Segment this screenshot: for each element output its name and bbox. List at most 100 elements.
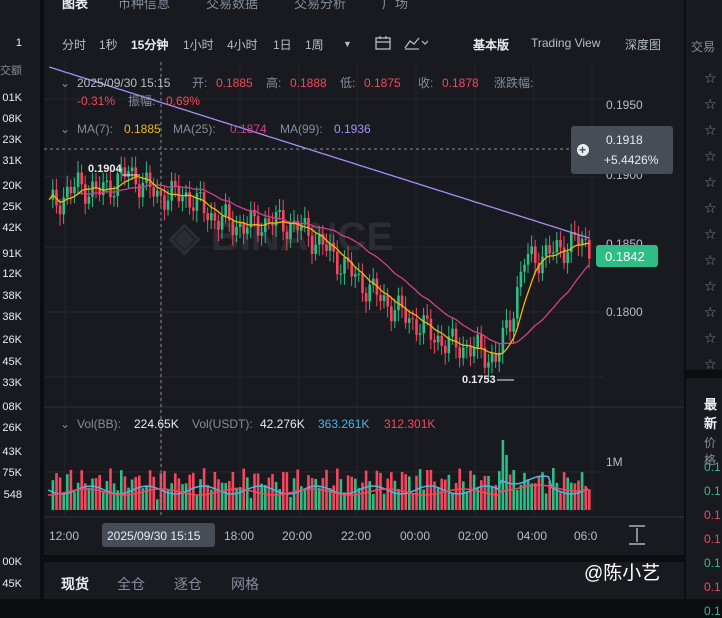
candle-body <box>138 184 141 198</box>
calendar-icon[interactable] <box>375 36 391 53</box>
candle-body <box>228 204 231 221</box>
nav-trade-data-tab[interactable]: 交易数据 <box>206 0 259 11</box>
indicator-icon[interactable] <box>404 36 429 53</box>
volume-bar <box>584 485 587 510</box>
candle-body <box>206 213 209 221</box>
nav-chart-tab[interactable]: 图表 <box>62 0 89 11</box>
tf-line[interactable]: 分时 <box>62 38 87 52</box>
nav-trade-analysis-tab[interactable]: 交易分析 <box>294 0 347 11</box>
favorite-star-icon[interactable]: ☆ <box>704 70 717 86</box>
volume-bar <box>570 482 573 510</box>
vol-bb-value: 224.65K <box>134 417 179 431</box>
favorite-star-icon[interactable]: ☆ <box>704 304 717 320</box>
volume-bar <box>264 484 267 510</box>
volume-bar <box>156 499 159 510</box>
volume-bar <box>523 472 526 510</box>
volume-bar <box>508 474 512 510</box>
candle-body <box>87 196 91 204</box>
candle-body <box>91 181 94 197</box>
candle-body <box>184 192 188 197</box>
candle-body <box>447 336 451 354</box>
favorite-star-icon[interactable]: ☆ <box>704 356 717 372</box>
ma25-label: MA(25): <box>173 122 216 136</box>
tf-15m[interactable]: 15分钟 <box>131 38 169 52</box>
volume-bar <box>382 493 386 510</box>
volume-bar <box>422 489 425 510</box>
tf-4h[interactable]: 4小时 <box>227 38 258 52</box>
volume-bar <box>573 483 577 510</box>
view-depth[interactable]: 深度图 <box>625 38 662 52</box>
candle-body <box>163 195 166 210</box>
author-watermark: @陈小艺 <box>584 563 661 584</box>
view-basic[interactable]: 基本版 <box>473 38 510 52</box>
trade-price-value: 0.1 <box>704 508 721 522</box>
volume-bar <box>577 480 580 510</box>
vol-chevron-icon[interactable]: ⌄ <box>60 417 70 431</box>
volume-bar <box>231 471 235 510</box>
favorite-star-icon[interactable]: ☆ <box>704 226 717 242</box>
candle-body <box>418 333 422 335</box>
volume-bar <box>368 481 371 510</box>
volume-bar <box>202 468 206 510</box>
change-label: 涨跌幅: <box>494 75 533 90</box>
tf-1w[interactable]: 1周 <box>305 38 324 52</box>
left-list-value: 42K <box>2 222 22 234</box>
candle-body <box>224 204 227 216</box>
favorite-star-icon[interactable]: ☆ <box>704 96 717 112</box>
tab-cross[interactable]: 全仓 <box>117 576 145 592</box>
ma-chevron-icon[interactable]: ⌄ <box>60 122 70 136</box>
left-list-value: 38K <box>2 290 22 302</box>
favorite-star-icon[interactable]: ☆ <box>704 278 717 294</box>
right-trades-panel: 交易 ☆ ☆ ☆ ☆ ☆ ☆ ☆ ☆ ☆ ☆ ☆ ☆ <box>686 0 722 372</box>
favorite-star-icon[interactable]: ☆ <box>704 122 717 138</box>
view-tradingview[interactable]: Trading View <box>531 36 601 50</box>
candle-body <box>145 172 148 183</box>
volume-bar <box>321 478 325 510</box>
nav-coin-info-tab[interactable]: 币种信息 <box>118 0 171 11</box>
candlestick-chart[interactable]: ◈ BINANCE 0.1904 0.1753 ⌄ 2025/09/30 15:… <box>44 62 684 552</box>
candle-body <box>544 245 548 257</box>
favorite-star-icon[interactable]: ☆ <box>704 174 717 190</box>
tab-isolated[interactable]: 逐仓 <box>174 576 202 592</box>
candle-body <box>195 193 199 211</box>
volume-bar <box>559 491 562 510</box>
open-label: 开: <box>192 76 207 90</box>
open-value: 0.1885 <box>216 76 253 90</box>
change-value: -0.31% <box>77 94 115 108</box>
volume-bar <box>274 481 278 510</box>
vol-usdt-label: Vol(USDT): <box>192 417 253 431</box>
left-list-value: 548 <box>3 489 22 501</box>
svg-text:0.1842: 0.1842 <box>605 249 645 264</box>
price-column-header: 价格 <box>704 436 717 467</box>
volume-bar <box>534 483 537 510</box>
candle-body <box>451 328 454 337</box>
ohlc-chevron-icon[interactable]: ⌄ <box>60 76 70 90</box>
plus-icon[interactable]: + <box>579 143 586 157</box>
fit-screen-icon[interactable] <box>629 525 645 545</box>
candle-body <box>523 264 526 272</box>
volume-bar <box>73 491 76 510</box>
favorite-star-icon[interactable]: ☆ <box>704 148 717 164</box>
tf-1s[interactable]: 1秒 <box>99 38 118 52</box>
tab-spot[interactable]: 现货 <box>61 576 89 592</box>
left-list-value: 45K <box>2 356 22 368</box>
price-tick: 0.1800 <box>606 305 643 319</box>
left-list-value: 26K <box>2 422 22 434</box>
volume-bar <box>159 473 163 510</box>
left-list-value: 91K <box>2 248 22 260</box>
tf-1d[interactable]: 1日 <box>273 38 292 52</box>
tf-more-chevron-down-icon[interactable]: ▼ <box>343 39 352 49</box>
nav-square-tab[interactable]: 广场 <box>382 0 409 11</box>
volume-bar <box>170 483 173 510</box>
volume-bar <box>184 483 188 510</box>
vol-ma1-value: 363.261K <box>318 417 369 431</box>
favorite-star-icon[interactable]: ☆ <box>704 200 717 216</box>
ma99-label: MA(99): <box>280 122 323 136</box>
candle-body <box>174 180 177 187</box>
favorite-star-icon[interactable]: ☆ <box>704 330 717 346</box>
tab-grid[interactable]: 网格 <box>231 576 259 592</box>
volume-bar <box>213 471 217 510</box>
favorite-star-icon[interactable]: ☆ <box>704 252 717 268</box>
tf-1h[interactable]: 1小时 <box>183 38 214 52</box>
candle-body <box>156 190 159 197</box>
